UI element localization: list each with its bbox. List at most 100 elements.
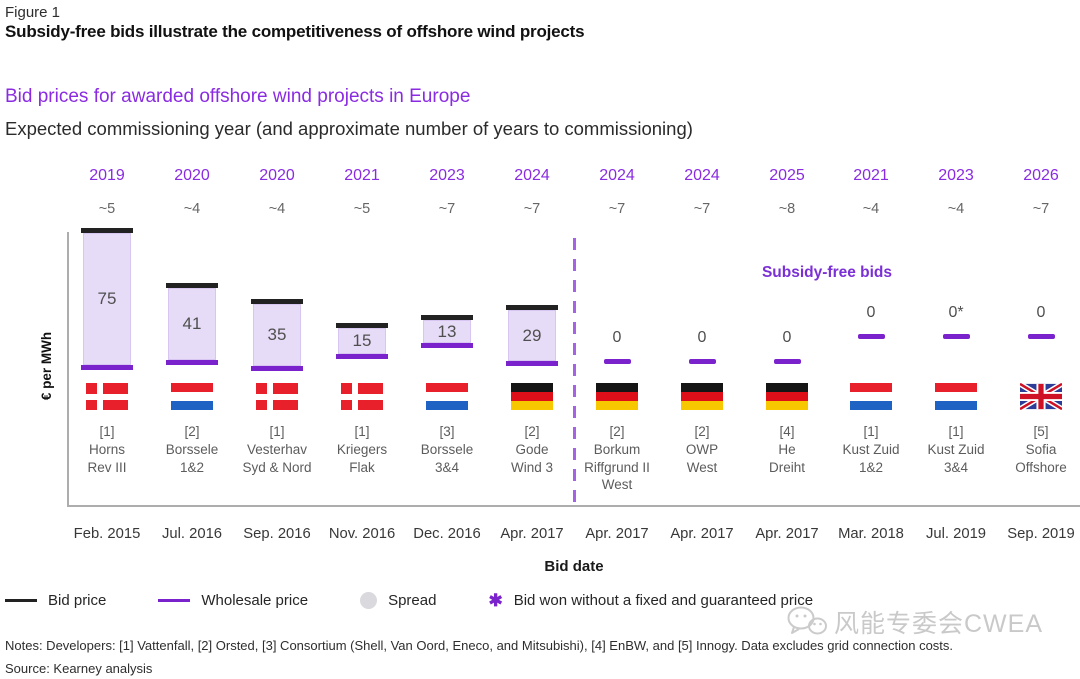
watermark: 风能专委会CWEA (786, 604, 1043, 640)
spread-value: 75 (97, 289, 117, 308)
flag-netherlands-icon (850, 383, 892, 410)
bid-date: Apr. 2017 (500, 526, 564, 542)
bid-date: Apr. 2017 (755, 526, 819, 542)
legend-item-bid-price: Bid price (5, 592, 106, 609)
project-label: [2] Borkum Riffgrund II West (564, 423, 670, 494)
spread-value: 0 (866, 304, 876, 321)
y-axis-line (67, 232, 69, 507)
commissioning-year: 2025 (769, 167, 805, 184)
project-name: Borkum Riffgrund II West (584, 441, 650, 493)
project-label: [1] Kust Zuid 1&2 (818, 423, 924, 476)
legend-item-spread: Spread (360, 592, 436, 609)
commissioning-year: 2021 (853, 167, 889, 184)
commissioning-year: 2019 (89, 167, 125, 184)
years-to-commissioning: ~7 (523, 201, 541, 217)
bid-date: Sep. 2016 (243, 526, 311, 542)
spread-value: 0 (1036, 304, 1046, 321)
flag-netherlands-icon (426, 383, 468, 410)
flag-germany-icon (681, 383, 723, 410)
project-name: Borssele 1&2 (165, 441, 219, 475)
commissioning-year: 2023 (938, 167, 974, 184)
project-label: [3] Borssele 3&4 (394, 423, 500, 476)
developer-ref: [2] (524, 424, 540, 439)
legend-label: Bid won without a fixed and guaranteed p… (513, 592, 814, 609)
developer-ref: [3] (439, 424, 455, 439)
bid-price-line (506, 305, 558, 310)
project-label: [2] Gode Wind 3 (479, 423, 585, 476)
spread-value: 0* (948, 304, 964, 321)
bid-date: Apr. 2017 (670, 526, 734, 542)
wholesale-price-line (773, 359, 801, 364)
spread-bar: 41 (168, 288, 216, 360)
years-to-commissioning: ~5 (353, 201, 371, 217)
project-name: Sofia Offshore (1015, 441, 1067, 475)
bid-price-line-icon (5, 598, 37, 603)
project-name: OWP West (685, 441, 719, 475)
spread-bar: 15 (338, 328, 386, 354)
spread-value: 0 (782, 329, 792, 346)
x-axis-line (67, 505, 1080, 507)
asterisk-icon: ✱ (488, 591, 503, 610)
project-name: Gode Wind 3 (510, 441, 554, 475)
project-label: [2] OWP West (649, 423, 755, 476)
developer-ref: [5] (1033, 424, 1049, 439)
wholesale-price-line (603, 359, 631, 364)
spread-bar: 75 (83, 233, 131, 365)
years-to-commissioning: ~4 (268, 201, 286, 217)
wholesale-price-line (857, 334, 885, 339)
flag-denmark-icon (86, 383, 128, 410)
spread-value: 29 (522, 325, 542, 345)
subsidy-free-divider-line (573, 238, 576, 506)
flag-germany-icon (511, 383, 553, 410)
wholesale-price-line (251, 366, 303, 371)
wholesale-price-line (336, 354, 388, 359)
commissioning-year: 2024 (684, 167, 720, 184)
spread-value: 13 (437, 321, 457, 341)
notes-text: Notes: Developers: [1] Vattenfall, [2] O… (5, 638, 954, 653)
project-name: Vesterhav Syd & Nord (242, 441, 312, 475)
project-name: Horns Rev III (87, 441, 127, 475)
commissioning-year: 2024 (514, 167, 550, 184)
y-axis-label: € per MWh (39, 331, 54, 401)
bid-date: Nov. 2016 (328, 526, 396, 542)
years-to-commissioning: ~7 (438, 201, 456, 217)
spread-value: 35 (267, 325, 287, 344)
wholesale-price-line (166, 360, 218, 365)
figure-label: Figure 1 (5, 4, 61, 21)
wechat-icon (787, 606, 827, 635)
years-to-commissioning: ~8 (778, 201, 796, 217)
developer-ref: [2] (184, 424, 200, 439)
years-to-commissioning: ~7 (608, 201, 626, 217)
project-label: [1] Kriegers Flak (309, 423, 415, 476)
project-name: He Dreiht (768, 441, 805, 475)
project-label: [1] Horns Rev III (54, 423, 160, 476)
project-name: Kust Zuid 3&4 (927, 441, 985, 475)
bid-price-line (81, 228, 133, 233)
chart-subtitle: Bid prices for awarded offshore wind pro… (5, 86, 471, 107)
legend-label: Bid price (48, 592, 107, 609)
project-label: [5] Sofia Offshore (988, 423, 1080, 476)
years-to-commissioning: ~5 (98, 201, 116, 217)
page-title: Subsidy-free bids illustrate the competi… (5, 22, 585, 41)
subsidy-free-section-label: Subsidy-free bids (761, 264, 893, 281)
years-to-commissioning: ~4 (862, 201, 880, 217)
source-text: Source: Kearney analysis (5, 661, 153, 676)
legend-item-asterisk: ✱ Bid won without a fixed and guaranteed… (488, 592, 813, 609)
commissioning-year: 2020 (174, 167, 210, 184)
wholesale-price-line (942, 334, 970, 339)
legend-item-wholesale-price: Wholesale price (158, 592, 308, 609)
bid-date: Apr. 2017 (585, 526, 649, 542)
project-label: [1] Kust Zuid 3&4 (903, 423, 1009, 476)
project-label: [4] He Dreiht (734, 423, 840, 476)
spread-bar: 29 (508, 310, 556, 361)
wholesale-price-line-icon (158, 598, 191, 603)
commissioning-year: 2024 (599, 167, 635, 184)
wholesale-price-line (1027, 334, 1055, 339)
bid-date: Sep. 2019 (1007, 526, 1075, 542)
bid-price-line (166, 283, 218, 288)
bid-price-line (251, 299, 303, 304)
watermark-text: 风能专委会CWEA (834, 610, 1044, 638)
commissioning-note: Expected commissioning year (and approxi… (5, 118, 693, 139)
flag-netherlands-icon (171, 383, 213, 410)
